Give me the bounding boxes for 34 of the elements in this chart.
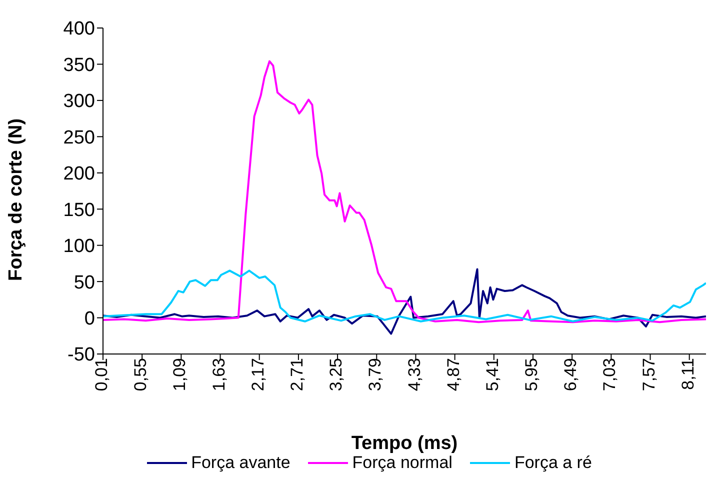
x-tick-label: 3,25 xyxy=(326,358,346,392)
x-tick-label: 5,95 xyxy=(522,358,542,392)
x-tick-label: 1,09 xyxy=(170,358,190,392)
x-tick-label: 4,87 xyxy=(444,358,463,392)
y-tick-label: 400 xyxy=(63,18,95,40)
x-tick-label: 2,17 xyxy=(248,358,268,392)
y-tick-label: 200 xyxy=(63,164,95,185)
x-tick-label: 8,11 xyxy=(678,358,698,390)
x-tick-label: 6,49 xyxy=(561,358,580,392)
line-series xyxy=(103,268,706,335)
y-tick-label: 350 xyxy=(63,54,95,76)
legend-label: Força avante xyxy=(191,453,290,473)
y-tick-label: 150 xyxy=(63,200,95,221)
line-series xyxy=(103,60,706,324)
x-tick-label: 2,71 xyxy=(288,358,307,392)
legend-label: Força a ré xyxy=(514,453,592,473)
x-tick-label: 0,01 xyxy=(92,358,112,392)
y-axis-title: Força de corte (N) xyxy=(6,118,27,281)
x-tick-label: 7,57 xyxy=(639,358,658,392)
legend-label: Força normal xyxy=(352,453,452,473)
y-tick-label: 300 xyxy=(63,91,95,112)
x-tick-label: 1,63 xyxy=(209,358,228,392)
x-tick-label: 5,41 xyxy=(482,358,502,392)
x-axis-title: Tempo (ms) xyxy=(351,433,458,454)
x-tick-label: 7,03 xyxy=(600,358,620,392)
x-tick-label: 3,79 xyxy=(366,358,385,392)
y-tick-label: 250 xyxy=(63,127,95,148)
line-series xyxy=(103,270,706,322)
y-tick-label: 50 xyxy=(74,272,95,294)
x-tick-label: 0,55 xyxy=(131,358,150,392)
x-tick-label: 4,33 xyxy=(404,358,424,392)
y-tick-label: 0 xyxy=(84,308,95,330)
y-tick-label: 100 xyxy=(63,236,95,258)
y-tick-label: -50 xyxy=(68,344,95,366)
